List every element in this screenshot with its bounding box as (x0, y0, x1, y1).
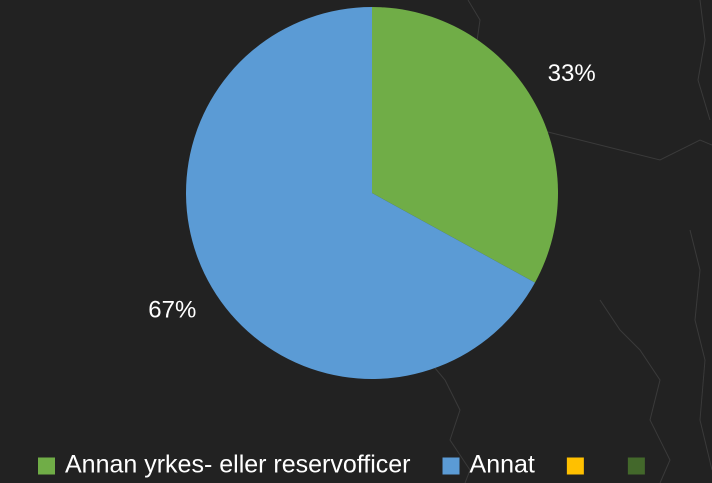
legend-swatch (38, 457, 55, 475)
legend-label: Annan yrkes- eller reservofficer (65, 451, 411, 479)
legend-swatch (442, 457, 460, 475)
pie-slice (186, 7, 535, 379)
data-label: 33% (548, 60, 596, 87)
legend: Annan yrkes- eller reservofficer Annat (38, 451, 645, 479)
legend-swatch (627, 457, 645, 475)
data-label: 67% (148, 296, 196, 323)
legend-label: Annat (470, 451, 535, 479)
pie-slice (372, 7, 558, 283)
pie: 33% 67% (148, 7, 596, 379)
legend-swatch (566, 457, 584, 475)
